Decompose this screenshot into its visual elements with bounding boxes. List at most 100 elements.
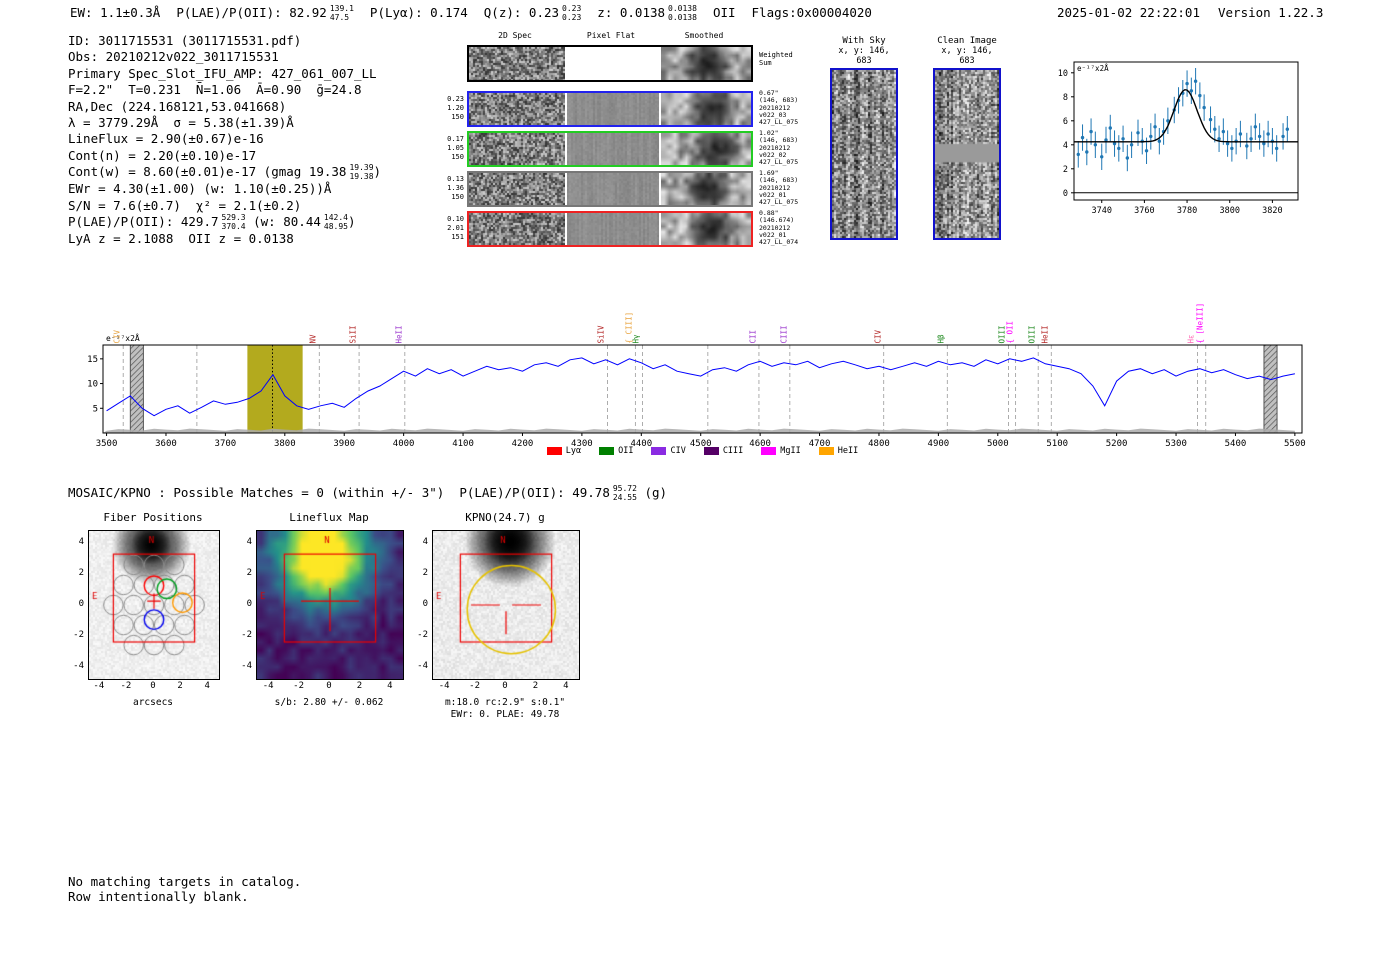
- header-stat: P(Lyα): 0.174: [370, 5, 468, 20]
- emission-line-label: CIII: [779, 324, 789, 343]
- header-stat: Q(z): 0.23 0.23 0.23: [484, 4, 582, 22]
- text-segment: EWr = 4.30(±1.00) (w: 1.10(±0.25))Å: [68, 181, 332, 197]
- y-tick-label: 0: [422, 599, 428, 609]
- text-segment: Obs: 20210212v022_3011715531: [68, 49, 279, 65]
- smoothed-image: [661, 213, 751, 245]
- twod-row-left-labels: 0.13 1.36 150: [439, 175, 464, 202]
- legend-label: OII: [618, 446, 634, 456]
- twod-spec-panel: 2D Spec Pixel Flat Smoothed Weighted Sum 0.23…: [447, 31, 835, 257]
- footer-note: No matching targets in catalog. Row inte…: [68, 874, 301, 904]
- svg-text:3760: 3760: [1134, 206, 1154, 216]
- clean-image-panel: Clean Image x, y: 146, 683: [933, 36, 1001, 240]
- twod-row-left-labels: 0.23 1.20 150: [439, 95, 464, 122]
- annotation-line: 1.02": [759, 129, 779, 137]
- lineflux-map-image: [256, 530, 404, 680]
- kpno-cutout-xlabel: m:18.0 rc:2.9" s:0.1": [444, 697, 566, 708]
- frac-top: 0.0138: [668, 4, 697, 13]
- svg-text:3600: 3600: [155, 439, 177, 449]
- legend-label: HeII: [837, 446, 859, 456]
- x-tick-label: -2: [120, 681, 132, 691]
- annotation-line: 1.69": [759, 169, 779, 177]
- info-line: LineFlux = 2.90(±0.67)e-16: [68, 131, 381, 147]
- y-tick-label: 0: [246, 599, 252, 609]
- svg-text:15: 15: [87, 355, 98, 365]
- y-tick-label: 4: [422, 537, 428, 548]
- frac-bottom: 24.55: [612, 492, 637, 502]
- y-tick-label: 0: [78, 599, 84, 609]
- text-segment: OII: [712, 5, 736, 20]
- emission-line-label: NV: [308, 333, 318, 343]
- x-tick-label: 4: [387, 681, 393, 691]
- svg-text:4200: 4200: [512, 439, 534, 449]
- footer-line-1: No matching targets in catalog.: [68, 874, 302, 889]
- x-tick-label: 2: [177, 681, 183, 691]
- twod-row-annotation: 1.02" (146, 683) 20210212 v022_02 427_LL_075: [759, 129, 798, 166]
- text-segment: P(LAE)/P(OII): 82.92: [176, 5, 327, 20]
- report-datetime: 2025-01-02 22:22:01: [1057, 5, 1200, 20]
- svg-text:10: 10: [1058, 69, 1068, 79]
- svg-text:3740: 3740: [1091, 206, 1111, 216]
- report-version: Version 1.22.3: [1218, 5, 1324, 20]
- twod-col-header: Pixel Flat: [586, 31, 636, 40]
- emission-line-label: { OII: [1005, 320, 1015, 343]
- y-tick-label: -2: [73, 629, 84, 640]
- with-sky-panel: With Sky x, y: 146, 683: [830, 36, 898, 240]
- frac-bottom: 0.23: [562, 12, 582, 22]
- x-tick-label: -4: [438, 681, 450, 691]
- header-stat: z: 0.0138 0.0138 0.0138: [597, 4, 697, 21]
- emission-line-label: HeII: [1040, 324, 1050, 343]
- text-segment: Cont(w) = 8.60(±0.01)e-17 (gmag 19.38: [68, 164, 347, 180]
- svg-text:5400: 5400: [1225, 439, 1247, 449]
- emission-line-label: { [NeIII]: [1195, 302, 1205, 343]
- left-label-line: 0.13: [447, 175, 464, 183]
- info-line: Obs: 20210212v022_3011715531: [68, 49, 381, 65]
- svg-text:3820: 3820: [1262, 206, 1282, 216]
- y-tick-label: -2: [241, 629, 252, 640]
- svg-text:4700: 4700: [809, 439, 831, 449]
- svg-text:0: 0: [1063, 189, 1068, 199]
- kpno-cutout-title: KPNO(24.7) g: [465, 511, 545, 524]
- svg-text:3700: 3700: [215, 439, 237, 449]
- left-label-line: 0.17: [447, 135, 464, 143]
- left-label-line: 1.05: [447, 144, 464, 152]
- legend-label: MgII: [780, 446, 801, 456]
- smoothed-image: [661, 93, 751, 125]
- left-label-line: 151: [451, 233, 464, 241]
- emission-line-label: CIV: [112, 329, 122, 343]
- svg-text:5000: 5000: [987, 439, 1009, 449]
- fiber-positions-panel: Fiber Positions arcsecs 4 2 0 -2 -4 -4 -2 0 2 4: [60, 511, 230, 726]
- twod-spec-image: [469, 93, 565, 125]
- twod-row-left-labels: 0.17 1.05 150: [439, 135, 464, 162]
- info-line: Cont(w) = 8.60(±0.01)e-17 (gmag 19.38 19.…: [68, 164, 381, 181]
- annotation-line: v022_03: [759, 110, 787, 119]
- weighted-sum-line: Weighted: [759, 51, 793, 59]
- annotation-line: 0.67": [759, 89, 779, 97]
- annotation-line: (146, 683): [759, 176, 799, 185]
- legend-label: CIV: [670, 446, 686, 456]
- text-segment: λ = 3779.29Å σ = 5.38(±1.39)Å: [68, 115, 294, 131]
- emission-line-label: Hε: [1186, 333, 1196, 343]
- legend-swatch: [599, 447, 615, 455]
- y-tick-label: 2: [422, 568, 428, 579]
- legend-swatch: [703, 447, 719, 455]
- text-segment: P(LAE)/P(OII): 429.7: [68, 214, 219, 230]
- legend-swatch: [546, 447, 562, 455]
- annotation-line: 20210212: [759, 183, 791, 192]
- emission-line-label: HeII: [394, 324, 404, 343]
- y-tick-label: -4: [73, 660, 84, 671]
- frac-bottom: 19.38: [349, 171, 374, 181]
- frac-top: 529.3: [221, 213, 246, 223]
- info-line: Primary Spec_Slot_IFU_AMP: 427_061_007_L…: [68, 66, 381, 82]
- x-tick-label: -4: [262, 681, 274, 691]
- info-line: Cont(n) = 2.20(±0.10)e-17: [68, 148, 381, 164]
- pixel-flat-image: [567, 133, 659, 165]
- svg-text:5: 5: [93, 404, 98, 414]
- frac-top: 142.4: [323, 213, 348, 223]
- twod-row: [467, 131, 753, 167]
- smoothed-image: [661, 47, 751, 80]
- text-segment: F=2.2" T=0.231 N̄=1.06 Ā=0.90 ḡ=24.8: [68, 82, 362, 98]
- x-tick-label: -4: [93, 681, 105, 691]
- y-tick-label: 2: [246, 568, 252, 579]
- svg-text:e⁻¹⁷x2Å: e⁻¹⁷x2Å: [106, 332, 140, 343]
